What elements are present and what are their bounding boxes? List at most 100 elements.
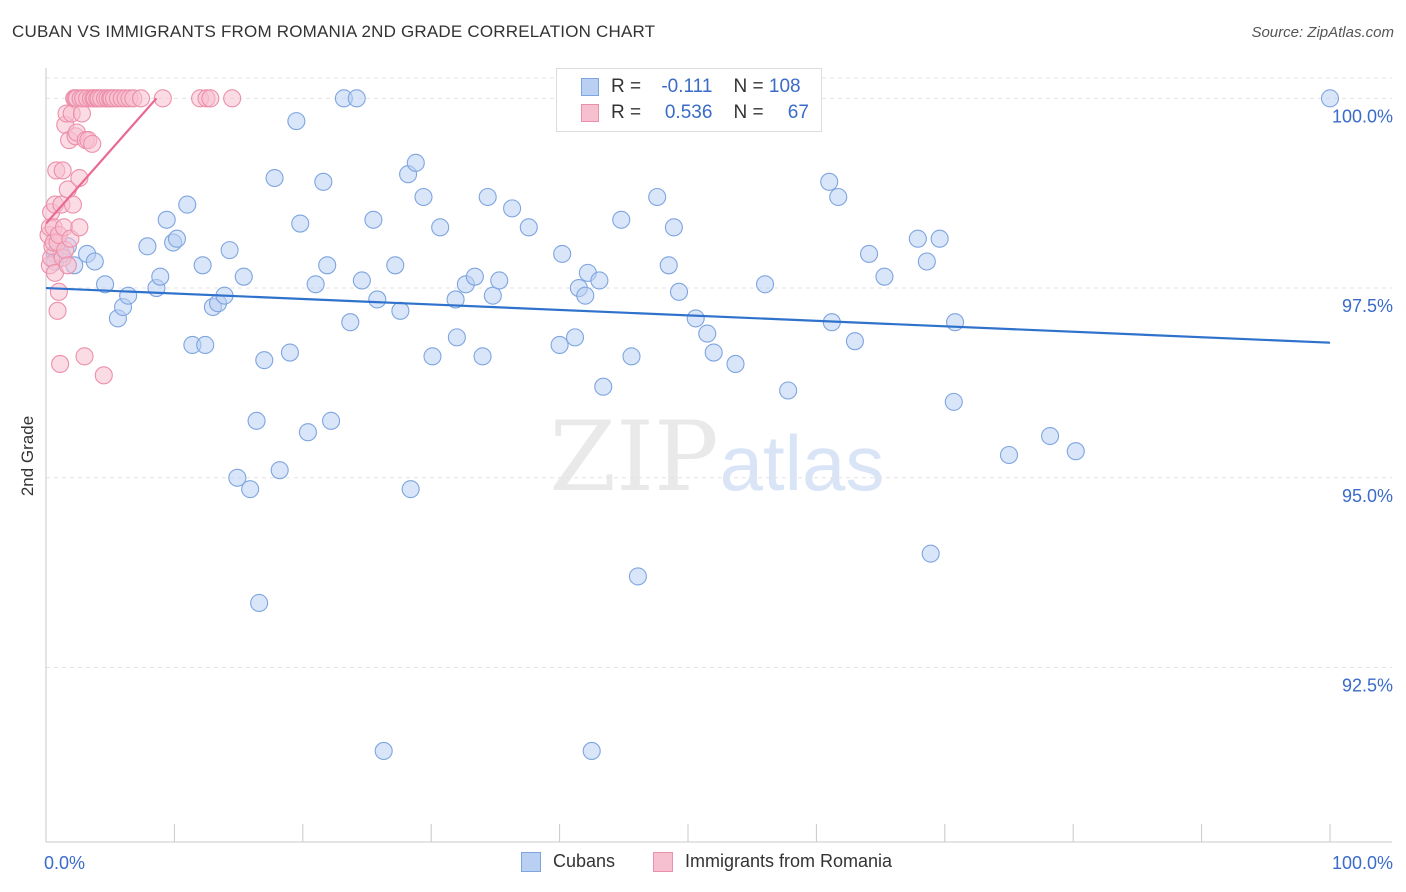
cubans-point	[85, 252, 104, 271]
cubans-point	[352, 271, 371, 290]
cubans-point	[944, 392, 963, 411]
legend-item-cubans[interactable]: Cubans	[521, 851, 615, 872]
romania-point	[75, 347, 94, 366]
x-tick-label-end: 100.0%	[1332, 853, 1393, 873]
r-label: R =	[611, 102, 642, 123]
cubans-point	[704, 343, 723, 362]
romania-point	[63, 195, 83, 214]
cubans-point	[946, 313, 965, 332]
romania-point	[53, 161, 72, 180]
cubans-point	[659, 256, 678, 275]
cubans-point	[151, 267, 170, 286]
cubans-point	[241, 480, 260, 499]
cubans-point	[265, 168, 284, 188]
cubans-point	[167, 229, 187, 248]
y-tick-label: 100.0%	[1332, 106, 1393, 126]
romania-point	[94, 366, 113, 385]
cubans-point	[364, 210, 383, 229]
cubans-point	[622, 347, 641, 366]
cubans-point	[829, 187, 848, 207]
watermark: ZIP atlas	[549, 401, 884, 513]
cubans-point	[576, 286, 595, 305]
romania-point	[201, 89, 220, 108]
cubans-point	[908, 229, 927, 248]
r-value: -0.111	[661, 76, 713, 97]
r-value: 0.536	[664, 102, 713, 123]
cubans-point	[565, 328, 585, 347]
cubans-point	[820, 172, 839, 191]
cubans-point	[590, 271, 609, 290]
cubans-point	[250, 593, 269, 613]
cubans-point	[374, 741, 393, 760]
cubans-point	[999, 445, 1019, 465]
cubans-point	[503, 199, 522, 218]
legend-item-romania[interactable]: Immigrants from Romania	[653, 851, 892, 872]
source-label: Source: ZipAtlas.com	[1251, 24, 1394, 41]
cubans-point	[446, 290, 465, 309]
cubans-point	[291, 214, 310, 233]
cubans-point	[490, 271, 509, 290]
romania-point	[49, 282, 68, 301]
cubans-point	[178, 195, 197, 214]
cubans-point	[550, 335, 569, 355]
cubans-point	[228, 468, 247, 487]
cubans-point	[220, 241, 239, 260]
cubans-point	[1066, 442, 1085, 461]
cubans-point	[406, 153, 425, 172]
cubans-point	[1041, 426, 1060, 446]
cubans-point	[859, 244, 879, 263]
n-value: 67	[787, 102, 809, 123]
cubans-point	[465, 267, 484, 286]
cubans-point	[368, 290, 387, 309]
cubans-point	[306, 275, 325, 294]
romania-point	[131, 89, 151, 108]
cubans-point	[314, 172, 333, 191]
cubans-point	[612, 210, 631, 229]
data-points	[39, 89, 1340, 760]
y-tick-label: 95.0%	[1342, 486, 1393, 506]
cubans-point	[423, 347, 442, 366]
y-tick-label: 97.5%	[1342, 296, 1393, 316]
cubans-point	[447, 328, 466, 347]
cubans-point	[686, 309, 705, 328]
romania-trend-line	[45, 97, 158, 225]
stats-legend: R = -0.111 N = 108 R = 0.536 N = 67	[556, 68, 822, 132]
cubans-point	[431, 218, 450, 237]
cubans-point	[648, 187, 667, 207]
romania-point	[72, 104, 92, 123]
cubans-point	[280, 343, 300, 362]
cubans-point	[519, 218, 538, 237]
cubans-point	[1320, 89, 1340, 108]
x-tick-label-start: 0.0%	[44, 853, 85, 873]
cubans-point	[196, 335, 215, 355]
romania-swatch	[581, 104, 599, 122]
cubans-point	[401, 480, 420, 499]
y-tick-label: 92.5%	[1342, 675, 1393, 695]
romania-point	[223, 89, 242, 108]
cubans-point	[594, 377, 613, 396]
cubans-point	[255, 351, 274, 370]
romania-point	[70, 218, 89, 237]
watermark-atlas: atlas	[720, 419, 885, 507]
cubans-point	[628, 567, 647, 586]
romania-point	[58, 256, 77, 275]
romania-point	[83, 134, 102, 153]
legend-label-romania: Immigrants from Romania	[685, 851, 893, 871]
trend-lines	[45, 97, 1331, 344]
cubans-point	[917, 252, 936, 271]
cubans-point	[96, 275, 115, 294]
cubans-point	[193, 256, 212, 275]
cubans-point	[391, 301, 410, 320]
cubans-point	[119, 286, 138, 305]
cubans-point	[669, 282, 689, 301]
cubans-point	[157, 210, 176, 229]
romania-point	[51, 354, 70, 373]
axes: 100.0% 97.5% 95.0% 92.5% 0.0% 100.0%	[44, 68, 1393, 873]
cubans-legend-swatch	[521, 851, 541, 872]
watermark-zip: ZIP	[549, 401, 718, 513]
stats-row-romania: R = 0.536 N = 67	[581, 100, 809, 126]
cubans-point	[553, 244, 572, 263]
n-label: N =	[733, 76, 764, 97]
cubans-point	[414, 187, 433, 207]
